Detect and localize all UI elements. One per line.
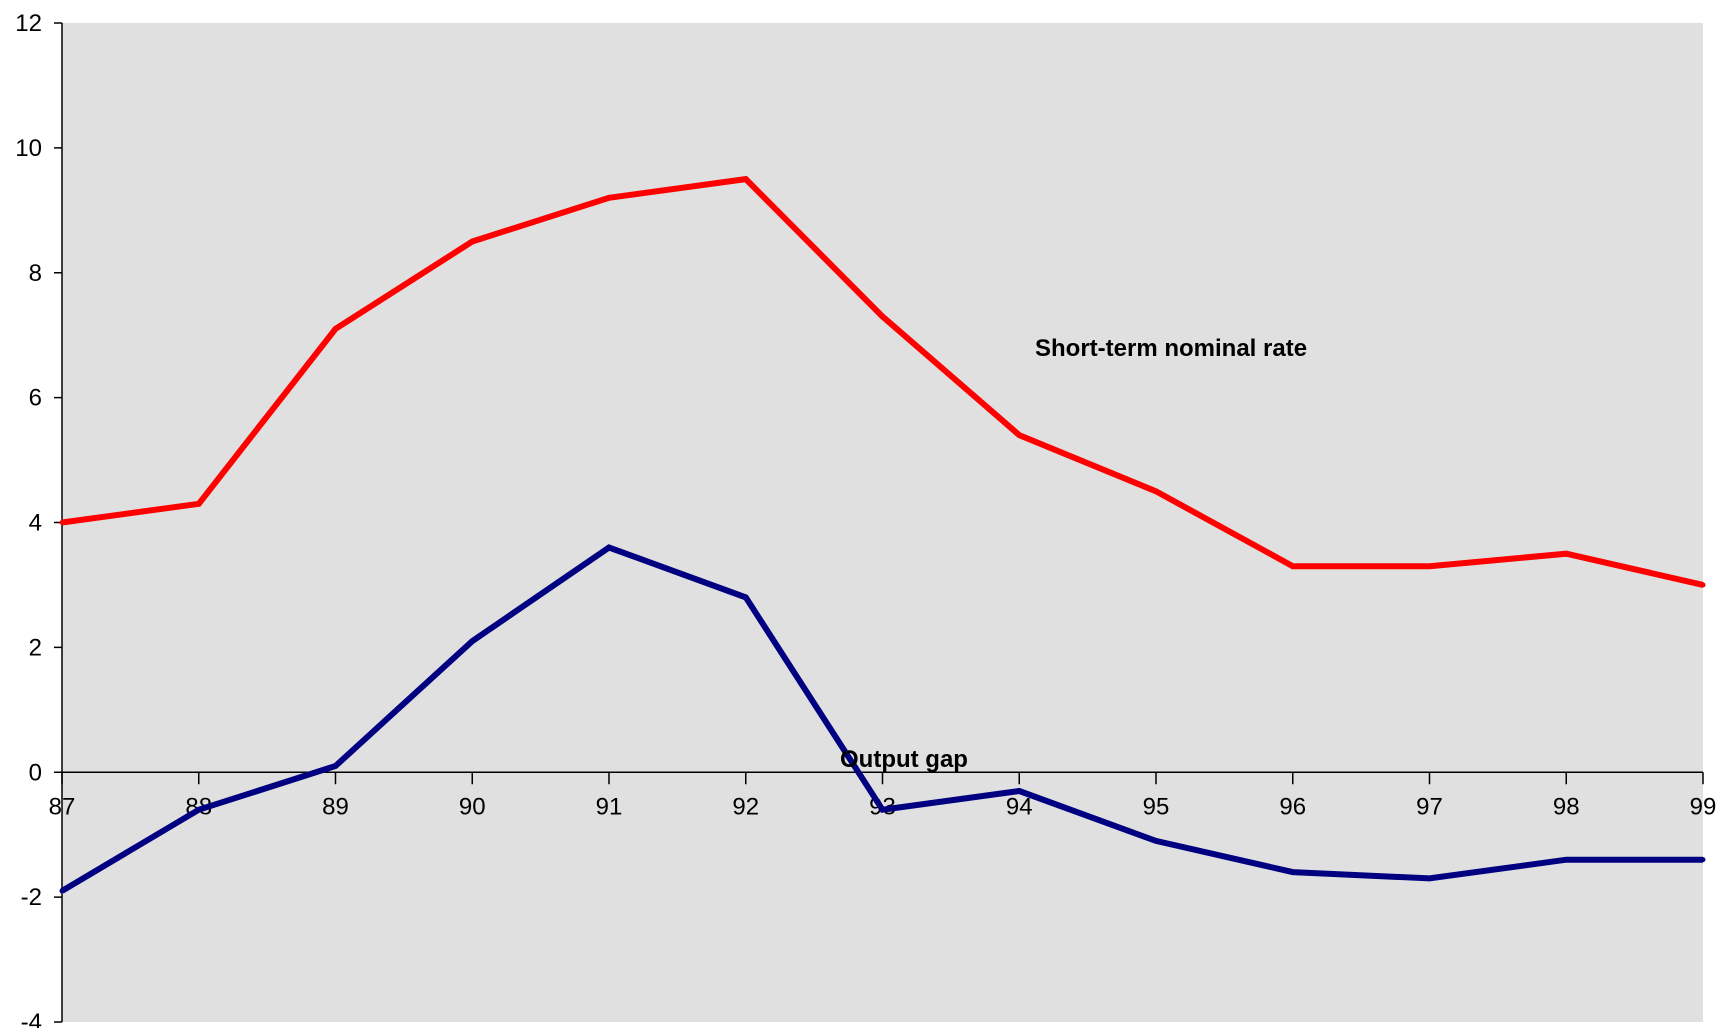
x-tick-label: 99 <box>1690 793 1717 820</box>
short-term-nominal-rate-point <box>1563 551 1569 557</box>
output-gap-point <box>606 544 612 550</box>
x-tick-label: 95 <box>1143 793 1170 820</box>
y-tick-label: 8 <box>29 260 42 287</box>
y-tick-label: 6 <box>29 385 42 412</box>
y-tick-label: -2 <box>21 884 42 911</box>
output-gap-point <box>469 638 475 644</box>
output-gap-point <box>1427 875 1432 881</box>
x-tick-label: 90 <box>459 793 486 820</box>
output-gap-point <box>743 594 749 600</box>
output-gap-point <box>880 807 885 813</box>
short-term-nominal-rate-point <box>333 326 338 332</box>
short-term-nominal-rate-point <box>1700 582 1706 588</box>
x-tick-label: 98 <box>1553 793 1580 820</box>
y-tick-label: 4 <box>29 510 42 537</box>
short-term-nominal-rate-point <box>196 501 202 507</box>
x-tick-label: 94 <box>1006 793 1033 820</box>
x-tick-label: 87 <box>49 793 76 820</box>
output-gap-point <box>1563 857 1569 863</box>
short-term-nominal-rate-point <box>1153 488 1159 494</box>
y-axis: -4 -2 0 2 4 6 8 10 12 <box>15 10 63 1033</box>
x-tick-label: 96 <box>1279 793 1306 820</box>
y-tick-label: 2 <box>29 634 42 661</box>
x-tick-label: 91 <box>596 793 623 820</box>
short-term-nominal-rate-point <box>880 313 885 319</box>
y-tick-label: 10 <box>15 135 42 162</box>
x-axis: 87 88 89 90 91 92 93 94 95 96 97 98 99 <box>49 771 1717 820</box>
output-gap-label: Output gap <box>840 746 968 773</box>
short-term-nominal-rate-point <box>59 520 65 525</box>
y-tick-label: 0 <box>29 759 42 786</box>
output-gap-point <box>1290 869 1296 875</box>
series-lines <box>59 175 1706 894</box>
output-gap-point <box>1016 788 1022 794</box>
output-gap-point <box>333 763 338 769</box>
output-gap-point <box>59 888 65 894</box>
y-tick-label: 12 <box>15 10 42 37</box>
plot-area <box>62 23 1703 1022</box>
short-term-nominal-rate-point <box>606 195 612 201</box>
output-gap-point <box>1700 857 1706 863</box>
y-tick-label: -4 <box>21 1009 42 1028</box>
short-term-nominal-rate-point <box>1427 563 1432 569</box>
short-term-nominal-rate-point <box>469 239 475 245</box>
short-term-nominal-rate-point <box>1016 432 1022 438</box>
series-labels: Short-term nominal rate Output gap <box>840 335 1307 773</box>
x-tick-label: 92 <box>732 793 759 820</box>
short-term-nominal-rate-point <box>743 176 749 182</box>
x-tick-label: 97 <box>1416 793 1443 820</box>
x-tick-label: 89 <box>322 793 349 820</box>
short-term-nominal-rate-point <box>1290 563 1296 569</box>
short-term-nominal-rate-label: Short-term nominal rate <box>1035 335 1307 362</box>
output-gap-point <box>1153 838 1159 844</box>
output-gap-point <box>196 807 202 813</box>
